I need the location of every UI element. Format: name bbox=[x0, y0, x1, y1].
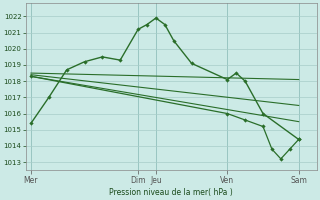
X-axis label: Pression niveau de la mer( hPa ): Pression niveau de la mer( hPa ) bbox=[109, 188, 233, 197]
